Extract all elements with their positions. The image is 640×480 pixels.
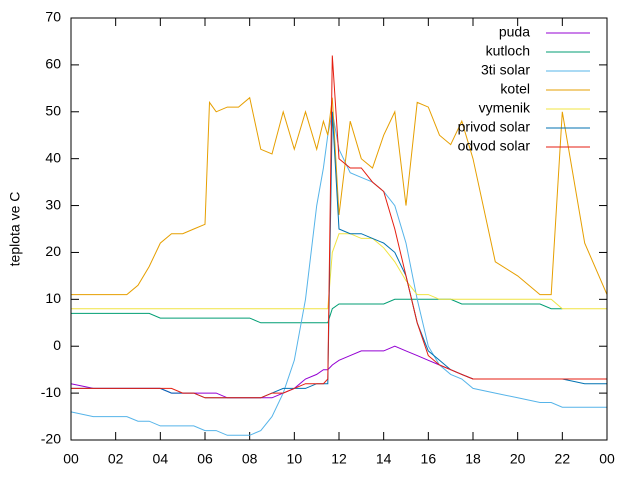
legend-label: privod solar [458, 119, 531, 135]
x-tick-label: 06 [197, 451, 213, 467]
y-tick-label: 30 [45, 196, 61, 212]
legend-label: vymenik [479, 100, 531, 116]
y-tick-label: 0 [53, 337, 61, 353]
x-tick-label: 02 [108, 451, 124, 467]
x-tick-label: 16 [421, 451, 437, 467]
x-tick-label: 22 [555, 451, 571, 467]
x-tick-label: 00 [63, 451, 79, 467]
y-tick-label: 60 [45, 56, 61, 72]
y-tick-label: 10 [45, 290, 61, 306]
series-line [71, 96, 608, 296]
x-tick-label: 12 [331, 451, 347, 467]
y-tick-label: -20 [41, 431, 61, 447]
legend-label: odvod solar [458, 138, 531, 154]
series-line [71, 55, 607, 399]
x-tick-label: 14 [376, 451, 392, 467]
y-tick-label: -10 [41, 384, 61, 400]
y-tick-label: 40 [45, 149, 61, 165]
x-tick-label: 00 [599, 451, 615, 467]
legend-label: kotel [500, 81, 530, 97]
series-line [71, 233, 607, 310]
plot-border [70, 17, 608, 441]
y-tick-label: 20 [45, 243, 61, 259]
legend-label: puda [499, 24, 530, 40]
y-tick-label: 50 [45, 102, 61, 118]
legend-label: 3ti solar [481, 62, 530, 78]
y-axis-label: teplota ve C [7, 192, 23, 267]
x-tick-label: 18 [465, 451, 481, 467]
x-tick-label: 20 [510, 451, 526, 467]
y-tick-label: 70 [45, 9, 61, 25]
x-tick-label: 08 [242, 451, 258, 467]
x-tick-label: 04 [153, 451, 169, 467]
x-tick-label: 10 [287, 451, 303, 467]
series-line [70, 111, 607, 436]
legend-label: kutloch [486, 43, 530, 59]
